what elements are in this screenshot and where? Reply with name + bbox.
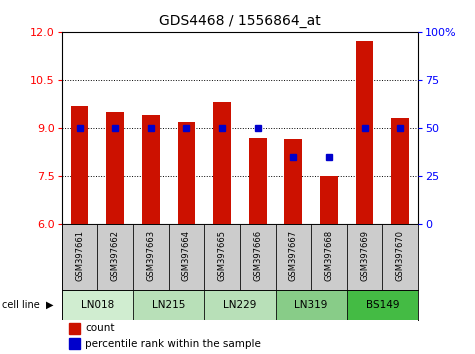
Bar xyxy=(69,323,80,334)
Bar xyxy=(69,338,80,349)
Bar xyxy=(311,224,347,290)
Text: percentile rank within the sample: percentile rank within the sample xyxy=(85,339,261,349)
Text: GSM397661: GSM397661 xyxy=(75,230,84,281)
Text: GSM397662: GSM397662 xyxy=(111,230,120,281)
Text: LN215: LN215 xyxy=(152,300,185,310)
Bar xyxy=(133,290,204,320)
Text: GSM397666: GSM397666 xyxy=(253,230,262,281)
Bar xyxy=(347,224,382,290)
Text: count: count xyxy=(85,324,114,333)
Bar xyxy=(106,112,124,224)
Bar xyxy=(391,118,409,224)
Bar xyxy=(285,139,302,224)
Bar xyxy=(382,224,418,290)
Bar xyxy=(213,102,231,224)
Text: GSM397669: GSM397669 xyxy=(360,230,369,281)
Bar xyxy=(133,224,169,290)
Bar xyxy=(276,224,311,290)
Bar xyxy=(240,224,276,290)
Bar xyxy=(204,224,240,290)
Bar xyxy=(249,138,266,224)
Text: GSM397663: GSM397663 xyxy=(146,230,155,281)
Text: BS149: BS149 xyxy=(366,300,399,310)
Bar xyxy=(347,290,418,320)
Bar xyxy=(276,290,347,320)
Text: GSM397670: GSM397670 xyxy=(396,230,405,281)
Text: GSM397665: GSM397665 xyxy=(218,230,227,281)
Bar xyxy=(169,224,204,290)
Title: GDS4468 / 1556864_at: GDS4468 / 1556864_at xyxy=(159,14,321,28)
Text: LN018: LN018 xyxy=(81,300,114,310)
Text: LN319: LN319 xyxy=(294,300,328,310)
Bar xyxy=(142,115,160,224)
Bar xyxy=(356,41,373,224)
Bar xyxy=(62,224,97,290)
Text: cell line  ▶: cell line ▶ xyxy=(2,300,54,310)
Text: GSM397667: GSM397667 xyxy=(289,230,298,281)
Bar xyxy=(71,105,88,224)
Text: GSM397664: GSM397664 xyxy=(182,230,191,281)
Bar xyxy=(320,176,338,224)
Bar xyxy=(62,290,133,320)
Bar xyxy=(204,290,276,320)
Text: GSM397668: GSM397668 xyxy=(324,230,333,281)
Bar xyxy=(97,224,133,290)
Bar xyxy=(178,121,195,224)
Text: LN229: LN229 xyxy=(223,300,256,310)
